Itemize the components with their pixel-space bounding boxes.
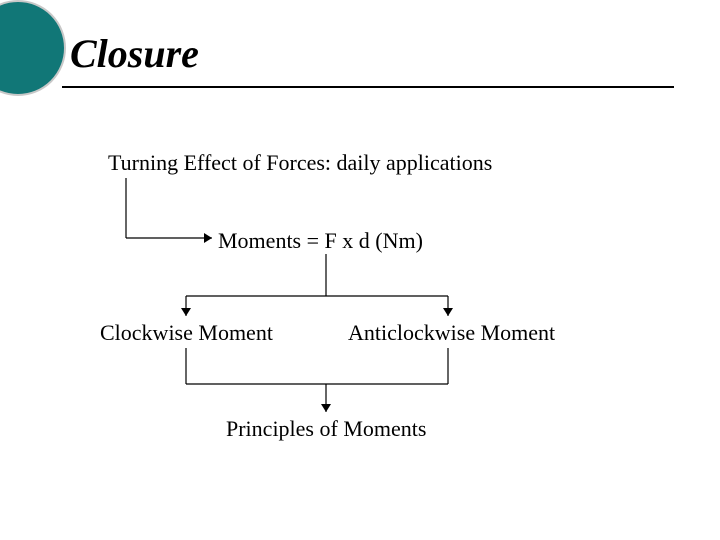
node-clockwise-moment: Clockwise Moment <box>100 320 273 346</box>
slide: Closure Turning Effect of Forces: daily … <box>0 0 720 540</box>
accent-circle-icon <box>0 0 66 96</box>
slide-title: Closure <box>70 30 199 77</box>
node-turning-effect: Turning Effect of Forces: daily applicat… <box>108 150 492 176</box>
node-anticlockwise-moment: Anticlockwise Moment <box>348 320 555 346</box>
connector-lines <box>0 0 720 540</box>
node-moments-formula: Moments = F x d (Nm) <box>218 228 423 254</box>
title-underline <box>62 86 674 88</box>
node-principles-of-moments: Principles of Moments <box>226 416 426 442</box>
